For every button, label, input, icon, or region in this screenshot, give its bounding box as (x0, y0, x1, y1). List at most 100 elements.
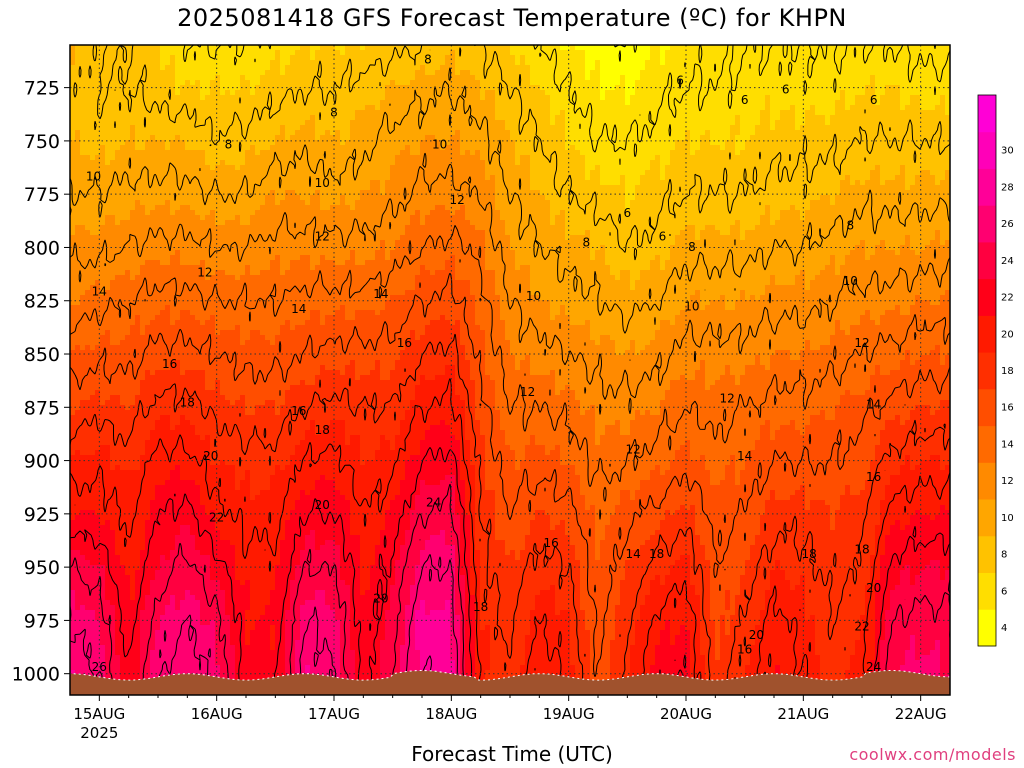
temperature-cell (685, 150, 691, 156)
temperature-cell (835, 175, 841, 181)
temperature-cell (690, 130, 696, 136)
temperature-cell (810, 125, 816, 131)
temperature-cell (80, 150, 86, 156)
temperature-cell (760, 110, 766, 116)
temperature-cell (360, 80, 366, 86)
temperature-cell (90, 145, 96, 151)
temperature-cell (935, 50, 941, 56)
temperature-cell (455, 165, 461, 171)
temperature-cell (750, 45, 756, 51)
temperature-cell (560, 115, 566, 121)
temperature-cell (815, 180, 821, 186)
temperature-cell (70, 105, 76, 111)
temperature-cell (130, 150, 136, 156)
temperature-cell (525, 90, 531, 96)
temperature-cell (230, 180, 236, 186)
temperature-cell (85, 55, 91, 61)
temperature-cell (400, 75, 406, 81)
temperature-cell (265, 50, 271, 56)
temperature-cell (225, 160, 231, 166)
temperature-cell (770, 70, 776, 76)
temperature-cell (910, 155, 916, 161)
temperature-cell (855, 65, 861, 71)
temperature-cell (375, 170, 381, 176)
temperature-cell (370, 135, 376, 141)
temperature-cell (670, 150, 676, 156)
temperature-cell (450, 125, 456, 131)
temperature-cell (355, 125, 361, 131)
temperature-cell (450, 60, 456, 66)
temperature-cell (610, 110, 616, 116)
temperature-cell (105, 70, 111, 76)
temperature-cell (580, 170, 586, 176)
temperature-cell (760, 160, 766, 166)
temperature-cell (900, 125, 906, 131)
temperature-cell (640, 115, 646, 121)
temperature-cell (85, 90, 91, 96)
temperature-cell (670, 145, 676, 151)
temperature-cell (615, 180, 621, 186)
temperature-cell (715, 105, 721, 111)
temperature-cell (400, 130, 406, 136)
temperature-cell (340, 65, 346, 71)
temperature-cell (680, 50, 686, 56)
temperature-cell (715, 135, 721, 141)
temperature-cell (120, 110, 126, 116)
temperature-cell (705, 165, 711, 171)
temperature-cell (370, 170, 376, 176)
temperature-cell (80, 50, 86, 56)
temperature-cell (940, 145, 946, 151)
temperature-cell (710, 105, 716, 111)
temperature-cell (850, 125, 856, 131)
temperature-cell (845, 170, 851, 176)
temperature-cell (430, 130, 436, 136)
temperature-cell (75, 120, 81, 126)
temperature-cell (210, 60, 216, 66)
temperature-cell (915, 45, 921, 51)
temperature-cell (390, 80, 396, 86)
temperature-cell (460, 160, 466, 166)
temperature-cell (360, 165, 366, 171)
temperature-cell (135, 60, 141, 66)
temperature-cell (655, 65, 661, 71)
temperature-cell (760, 95, 766, 101)
temperature-cell (700, 120, 706, 126)
temperature-cell (360, 180, 366, 186)
temperature-cell (355, 100, 361, 106)
temperature-cell (705, 70, 711, 76)
temperature-cell (130, 85, 136, 91)
temperature-cell (635, 170, 641, 176)
temperature-cell (245, 150, 251, 156)
temperature-cell (425, 175, 431, 181)
temperature-cell (140, 130, 146, 136)
temperature-cell (350, 120, 356, 126)
temperature-cell (180, 125, 186, 131)
temperature-cell (900, 50, 906, 56)
temperature-cell (435, 120, 441, 126)
temperature-cell (400, 145, 406, 151)
temperature-cell (295, 145, 301, 151)
temperature-cell (580, 180, 586, 186)
temperature-cell (565, 170, 571, 176)
temperature-cell (760, 105, 766, 111)
temperature-cell (210, 95, 216, 101)
temperature-cell (580, 55, 586, 61)
temperature-cell (330, 55, 336, 61)
temperature-cell (220, 45, 226, 51)
temperature-cell (455, 135, 461, 141)
temperature-cell (400, 150, 406, 156)
temperature-cell (860, 145, 866, 151)
temperature-cell (880, 115, 886, 121)
temperature-cell (775, 90, 781, 96)
temperature-cell (470, 100, 476, 106)
temperature-cell (270, 70, 276, 76)
temperature-cell (750, 155, 756, 161)
temperature-cell (455, 175, 461, 181)
temperature-cell (705, 130, 711, 136)
temperature-cell (180, 55, 186, 61)
temperature-cell (355, 135, 361, 141)
temperature-cell (475, 80, 481, 86)
temperature-cell (85, 100, 91, 106)
temperature-cell (360, 45, 366, 51)
temperature-cell (670, 50, 676, 56)
